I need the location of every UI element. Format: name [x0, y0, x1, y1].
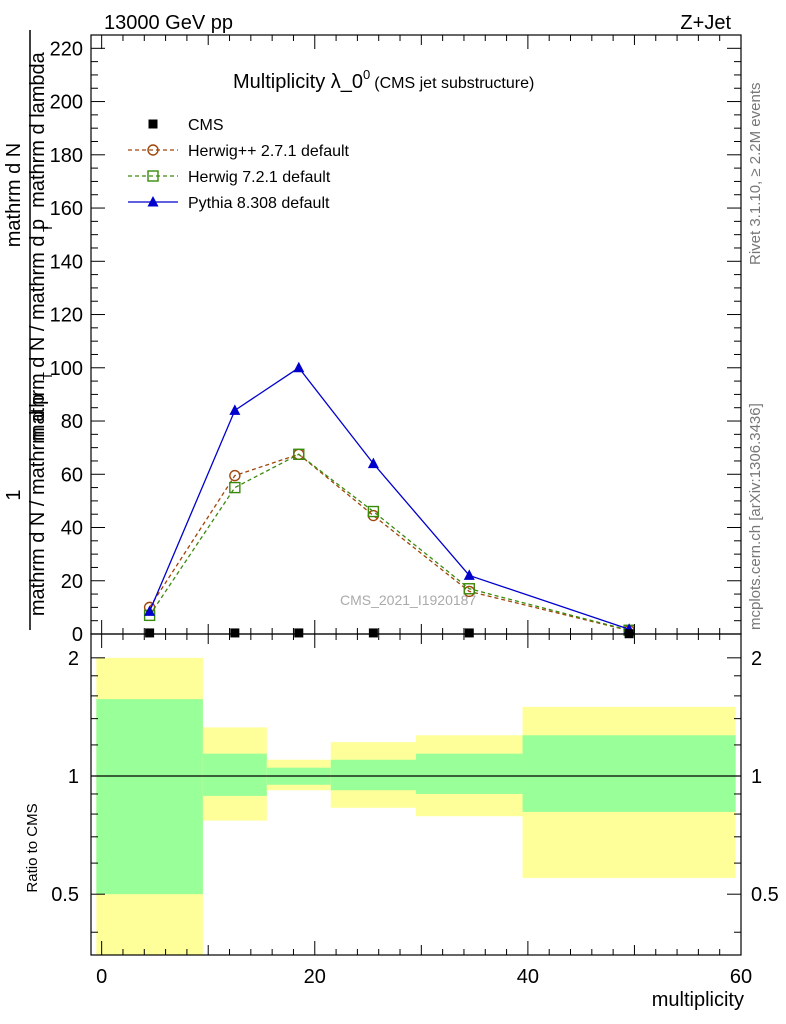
data-point [463, 583, 475, 595]
data-point [293, 448, 305, 460]
legend-marker [147, 196, 159, 207]
y-tick-label: 40 [61, 518, 83, 540]
main-title-subtitle: (CMS jet substructure) [374, 75, 534, 92]
stat-uncertainty-band-bin-5 [522, 735, 736, 812]
legend-item: Pythia 8.308 default [128, 195, 330, 212]
y-tick-label: 0 [72, 624, 83, 646]
rivet-version-label: Rivet 3.1.10, ≥ 2.2M events [747, 83, 764, 266]
ratio-y-tick-label: 2 [68, 648, 79, 670]
legend-marker [147, 144, 159, 156]
data-point [464, 628, 474, 638]
series-line [149, 453, 630, 631]
legend-item: CMS [148, 117, 224, 134]
legend-label: CMS [188, 117, 224, 134]
y-tick-label: 180 [50, 145, 83, 167]
stat-uncertainty-band-bin-3 [330, 759, 416, 791]
data-point [367, 509, 380, 522]
ratio-y-tick-label: 1 [68, 766, 79, 788]
x-axis-label: multiplicity [652, 989, 744, 1011]
y-tick-label: 220 [50, 38, 83, 60]
y-tick-label: 120 [50, 305, 83, 327]
ratio-uncertainty-bands [91, 657, 741, 955]
ratio-y-tick-label-right: 0.5 [751, 884, 779, 906]
main-series-layer [143, 361, 635, 639]
ratio-y-tick-label: 0.5 [51, 884, 79, 906]
y-label-den-bottom: mathrm d N / mathrm d p [27, 394, 49, 616]
x-tick-label: 40 [517, 966, 539, 988]
series-line [149, 453, 630, 632]
analysis-tag: CMS_2021_I1920187 [340, 592, 476, 608]
legend-marker [147, 170, 159, 182]
data-point [463, 569, 475, 580]
mcplots-label: mcplots.cern.ch [arXiv:1306.3436] [747, 403, 764, 630]
legend-marker [148, 119, 158, 129]
y-tick-label: 60 [61, 464, 83, 486]
main-title-superscript: 0 [363, 67, 370, 82]
series-line [149, 366, 630, 630]
stat-uncertainty-band-bin-0 [96, 699, 203, 895]
y-label-den-sub: T [40, 224, 55, 232]
legend-label: Herwig++ 2.7.1 default [188, 143, 350, 160]
legend-label: Herwig 7.2.1 default [188, 169, 331, 186]
main-title: Multiplicity λ_00 (CMS jet substructure) [233, 67, 534, 93]
y-label-den-left: mathrm d N / mathrm d p [27, 219, 49, 441]
ratio-y-tick-label-right: 2 [751, 648, 762, 670]
x-tick-label: 60 [730, 966, 752, 988]
y-label-top-one: 1 [3, 489, 25, 500]
ratio-plot-frame [90, 633, 742, 956]
data-point [229, 469, 241, 482]
data-point [145, 628, 155, 638]
data-point [294, 628, 304, 638]
series-cms [145, 628, 634, 639]
data-point [229, 481, 241, 494]
x-tick-label: 20 [304, 966, 326, 988]
stat-uncertainty-band-bin-4 [416, 753, 523, 794]
y-tick-label: 160 [50, 198, 83, 220]
y-tick-label: 200 [50, 92, 83, 114]
data-point [229, 404, 241, 415]
data-point [367, 505, 380, 518]
y-tick-label: 20 [61, 571, 83, 593]
data-point [368, 628, 378, 638]
legend-item: Herwig++ 2.7.1 default [128, 143, 350, 160]
data-point [144, 605, 156, 616]
main-title-text: Multiplicity λ_0 [233, 71, 363, 93]
data-point [230, 628, 240, 638]
x-tick-label: 0 [96, 966, 107, 988]
data-point [367, 457, 379, 469]
y-tick-label: 140 [50, 251, 83, 273]
ratio-y-axis-label: Ratio to CMS [24, 803, 41, 892]
legend-item: Herwig 7.2.1 default [128, 169, 331, 186]
main-y-axis-label: 1 mathrm d N mathrm d N / mathrm d p mat… [3, 30, 55, 630]
header-right-label: Z+Jet [680, 12, 731, 34]
y-label-denominator: mathrm d N / mathrm d p [27, 219, 49, 441]
y-tick-label: 100 [50, 358, 83, 380]
y-label-numerator-top: mathrm d N [3, 143, 25, 247]
y-tick-label: 80 [61, 411, 83, 433]
header-left-label: 13000 GeV pp [104, 12, 233, 34]
ratio-y-tick-label-right: 1 [751, 766, 762, 788]
data-point [293, 361, 305, 373]
y-label-den-sub-2: T [40, 372, 55, 380]
legend-label: Pythia 8.308 default [188, 195, 330, 212]
stat-uncertainty-band-bin-1 [202, 753, 267, 796]
y-label-den-right: mathrm d lambda [27, 51, 49, 207]
legend: CMS Herwig++ 2.7.1 default Herwig 7.2.1 de… [128, 117, 350, 212]
